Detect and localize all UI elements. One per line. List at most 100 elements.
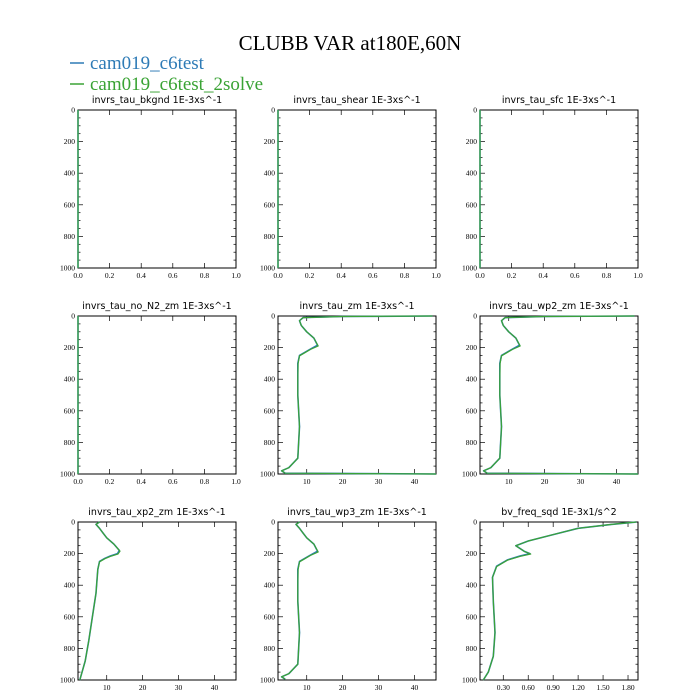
y-tick-label: 1000 [260,264,275,273]
x-tick-label: 0.90 [547,683,560,692]
y-tick-label: 1000 [462,470,477,479]
x-tick-label: 40 [411,683,419,692]
y-tick-label: 1000 [260,676,275,685]
series-line-1 [280,315,437,475]
x-tick-label: 40 [211,683,219,692]
y-tick-label: 800 [466,644,478,653]
y-tick-label: 800 [466,232,478,241]
x-tick-label: 0.4 [539,271,549,280]
legend-label-2: cam019_c6test_2solve [90,74,263,95]
panel-title: bv_freq_sqd 1E-3x1/s^2 [501,507,616,518]
x-tick-label: 1.0 [231,477,241,486]
x-tick-label: 40 [411,477,419,486]
x-tick-label: 10 [103,683,111,692]
panel-invrs-tau-bkgnd: invrs_tau_bkgnd 1E-3xs^-1 0 200 400 600 800 10… [60,95,241,280]
panel-invrs-tau-shear: invrs_tau_shear 1E-3xs^-1 0 200 400 600 800 10… [260,95,441,280]
x-tick-label: 0.8 [200,477,210,486]
x-tick-label: 0.0 [73,477,83,486]
y-tick-label: 200 [64,343,76,352]
y-tick-label: 0 [271,312,275,321]
y-tick-label: 400 [64,581,76,590]
x-tick-label: 10 [505,477,513,486]
series-line-2 [483,315,639,475]
y-tick-label: 600 [264,406,276,415]
x-tick-label: 0.4 [337,271,347,280]
y-tick-label: 400 [466,375,478,384]
y-tick-label: 1000 [462,264,477,273]
panel-invrs-tau-sfc: invrs_tau_sfc 1E-3xs^-1 0 200 400 600 800 1000… [462,95,643,280]
y-tick-label: 800 [264,438,276,447]
panel-invrs-tau-wp2-zm: invrs_tau_wp2_zm 1E-3xs^-1 0 200 400 600 800 1… [462,301,639,486]
panels-grid: invrs_tau_bkgnd 1E-3xs^-1020040060080010… [60,95,643,692]
series-line-1 [280,521,319,680]
series-line-1 [482,315,639,475]
plot-frame [277,109,437,269]
x-tick-label: 20 [541,477,549,486]
y-tick-label: 0 [473,106,477,115]
series-line-2 [281,521,319,680]
y-tick-label: 600 [64,200,76,209]
plot-frame [479,521,639,681]
series-line-2 [281,315,437,475]
panel-invrs-tau-no-N2-zm: invrs_tau_no_N2_zm 1E-3xs^-1 0 200 400 600 80… [60,301,241,486]
x-tick-label: 1.50 [597,683,610,692]
x-tick-label: 0.8 [400,271,410,280]
y-tick-label: 1000 [462,676,477,685]
x-tick-label: 0.2 [305,271,315,280]
panel-title: invrs_tau_xp2_zm 1E-3xs^-1 [88,507,225,518]
x-tick-label: 0.2 [507,271,517,280]
x-tick-label: 0.0 [273,271,283,280]
figure-title: CLUBB VAR at180E,60N [239,31,462,55]
x-tick-label: 20 [339,477,347,486]
y-tick-label: 200 [466,137,478,146]
y-tick-label: 400 [64,375,76,384]
y-tick-label: 600 [64,406,76,415]
x-tick-label: 0.6 [368,271,378,280]
panel-title: invrs_tau_wp3_zm 1E-3xs^-1 [287,507,427,518]
y-tick-label: 800 [64,438,76,447]
plot-frame [277,521,437,681]
y-tick-label: 200 [64,549,76,558]
y-tick-label: 0 [271,518,275,527]
y-tick-label: 0 [271,106,275,115]
x-tick-label: 0.0 [475,271,485,280]
y-tick-label: 400 [64,169,76,178]
y-tick-label: 0 [71,518,75,527]
y-tick-label: 1000 [260,470,275,479]
panel-bv-freq-sqd: bv_freq_sqd 1E-3x1/s^2 0 200 400 600 800 1000 0… [462,507,639,692]
x-tick-label: 0.60 [522,683,535,692]
x-tick-label: 1.80 [621,683,634,692]
x-tick-label: 1.0 [231,271,241,280]
x-tick-label: 0.2 [105,477,115,486]
y-tick-label: 0 [71,312,75,321]
x-tick-label: 0.6 [168,477,178,486]
plot-frame [77,521,237,681]
y-tick-label: 200 [466,343,478,352]
panel-invrs-tau-wp3-zm: invrs_tau_wp3_zm 1E-3xs^-1 0 200 400 600 800 1… [260,507,437,692]
y-tick-label: 400 [264,169,276,178]
plot-frame [479,109,639,269]
x-tick-label: 0.6 [570,271,580,280]
plot-frame [479,315,639,475]
panel-title: invrs_tau_shear 1E-3xs^-1 [293,95,420,106]
legend-label-1: cam019_c6test [90,53,205,74]
plot-frame [77,315,237,475]
plot-frame [277,315,437,475]
y-tick-label: 800 [64,232,76,241]
y-tick-label: 800 [64,644,76,653]
x-tick-label: 1.0 [633,271,643,280]
panel-invrs-tau-xp2-zm: invrs_tau_xp2_zm 1E-3xs^-1 0 200 400 600 800 1… [60,507,237,692]
y-tick-label: 1000 [60,676,75,685]
y-tick-label: 200 [264,137,276,146]
x-tick-label: 1.0 [431,271,441,280]
legend: cam019_c6test cam019_c6test_2solve [70,53,263,95]
x-tick-label: 0.30 [497,683,510,692]
panel-title: invrs_tau_zm 1E-3xs^-1 [300,301,415,312]
y-tick-label: 800 [466,438,478,447]
panel-title: invrs_tau_sfc 1E-3xs^-1 [502,95,616,106]
y-tick-label: 200 [264,343,276,352]
y-tick-label: 800 [264,232,276,241]
panel-title: invrs_tau_no_N2_zm 1E-3xs^-1 [82,301,231,312]
x-tick-label: 0.0 [73,271,83,280]
